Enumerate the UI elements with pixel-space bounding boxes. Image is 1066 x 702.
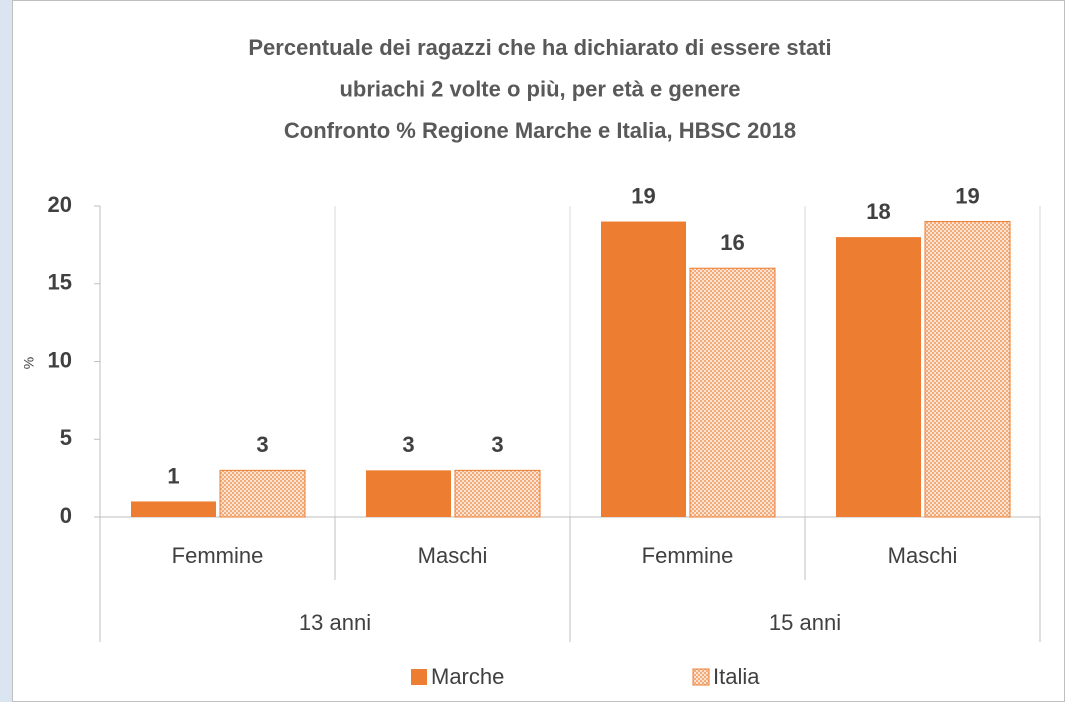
data-label: 18 [866,199,890,224]
chart-title: Percentuale dei ragazzi che ha dichiarat… [248,35,831,60]
data-label: 19 [955,183,979,208]
bar [219,469,306,518]
y-tick-label: 0 [60,503,72,528]
bar [601,221,686,518]
data-label: 3 [402,432,414,457]
bar [366,470,451,517]
group-label: 13 anni [299,610,371,635]
x-tick-label: Femmine [172,543,264,568]
y-tick-label: 15 [48,270,72,295]
data-label: 19 [631,183,655,208]
bar [689,267,776,518]
legend-label: Italia [713,664,760,689]
y-tick-label: 5 [60,425,72,450]
y-axis-label: % [21,357,37,369]
y-tick-label: 20 [48,192,72,217]
bar [836,237,921,517]
y-tick-label: 10 [48,347,72,372]
data-label: 3 [491,432,503,457]
bar [454,469,541,518]
x-tick-label: Femmine [642,543,734,568]
x-tick-label: Maschi [418,543,488,568]
data-label: 3 [256,432,268,457]
chart-title: ubriachi 2 volte o più, per età e genere [339,76,740,101]
x-tick-label: Maschi [888,543,958,568]
frame-strip [0,0,12,702]
data-label: 16 [720,230,744,255]
legend-swatch [411,669,427,685]
bar [924,221,1011,518]
data-label: 1 [167,463,179,488]
bar [131,501,216,517]
chart-title: Confronto % Regione Marche e Italia, HBS… [284,118,796,143]
legend-label: Marche [431,664,504,689]
legend-swatch [692,668,710,686]
group-label: 15 anni [769,610,841,635]
